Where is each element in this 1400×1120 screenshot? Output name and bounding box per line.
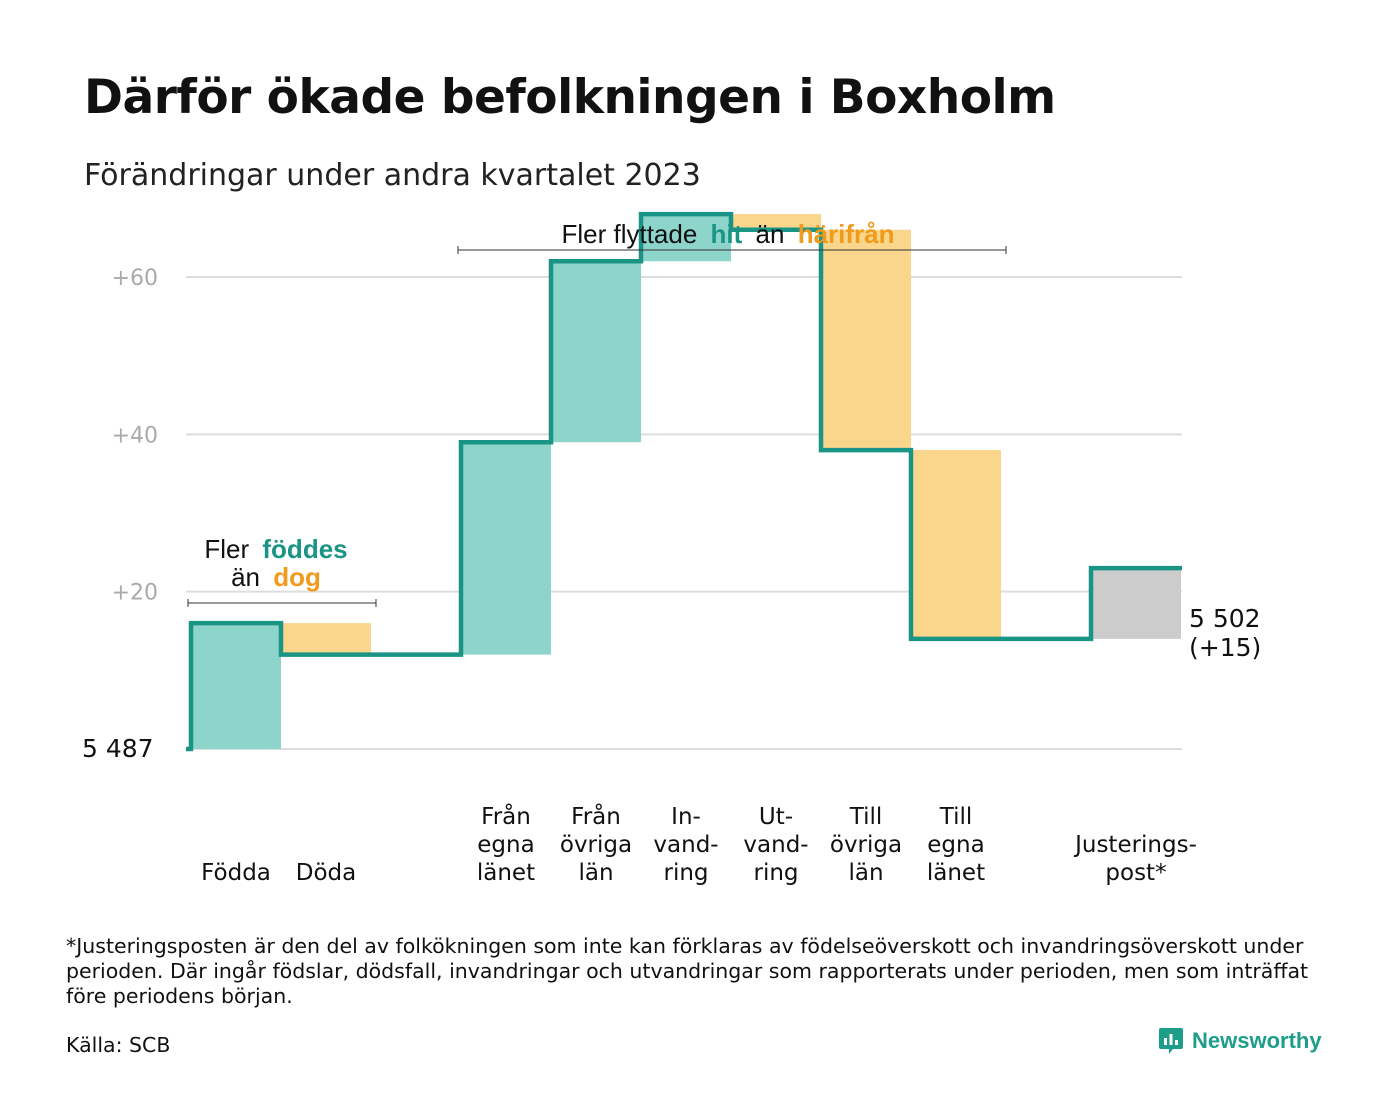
y-tick-label: +40	[112, 423, 158, 448]
newsworthy-logo-icon	[1159, 1028, 1183, 1054]
y-tick-label: +20	[112, 581, 158, 606]
category-label: Döda	[296, 860, 356, 886]
category-label: In-	[671, 804, 701, 830]
end-value-label: 5 502	[1189, 604, 1261, 633]
category-label: Till	[849, 804, 883, 830]
annotation-died-pre: än	[231, 562, 260, 592]
annotation-moved-away: härifrån	[798, 219, 895, 249]
category-label: Till	[939, 804, 973, 830]
annotation-migration: Fler flyttade hit än härifrån	[457, 219, 1007, 254]
annotation-moved-hit: hit	[711, 219, 743, 249]
start-value-label: 5 487	[82, 734, 154, 763]
category-label: länet	[477, 860, 535, 886]
category-label: Från	[481, 802, 531, 830]
category-label: län	[848, 860, 883, 886]
footnote: *Justeringsposten är den del av folkökni…	[66, 934, 1309, 1008]
category-label: egna	[477, 832, 534, 858]
bar-inflow	[641, 214, 731, 262]
category-label: övriga	[560, 832, 632, 858]
annotation-died-hl: dog	[273, 562, 321, 592]
brand-logo: Newsworthy	[1158, 1026, 1322, 1056]
bar-outflow	[731, 214, 821, 230]
category-label: Från	[571, 802, 621, 830]
gridlines: +20 +40 +60	[112, 266, 1182, 750]
category-label: Justerings-	[1073, 832, 1197, 858]
bar-inflow	[191, 623, 281, 749]
svg-text:Fler föddes: Fler föddes	[204, 534, 347, 564]
source-label: Källa: SCB	[66, 1033, 171, 1057]
running-total-line-group	[186, 211, 1182, 752]
svg-text:än dog: än dog	[231, 562, 321, 592]
category-label: post*	[1105, 860, 1166, 886]
category-label: länet	[927, 860, 985, 886]
bar-outflow	[281, 623, 371, 655]
bars	[191, 214, 1181, 749]
category-label: Födda	[201, 860, 271, 886]
annotation-moved-pre: Fler flyttade	[561, 219, 697, 249]
category-label: ring	[753, 860, 798, 886]
waterfall-chart: +20+40+60 Födda DödaFrånegnalänetFrånövri…	[82, 211, 1261, 886]
chart-title: Därför ökade befolkningen i Boxholm	[84, 70, 1056, 125]
category-label: vand-	[653, 832, 718, 858]
annotation-born-hl: föddes	[262, 534, 347, 564]
category-label: övriga	[830, 832, 902, 858]
bar-outflow	[821, 229, 911, 451]
running-total-line	[186, 211, 1182, 752]
y-tick-label: +60	[112, 266, 158, 291]
bar-adjustment	[1091, 568, 1181, 639]
annotation-moved-mid: än	[756, 219, 785, 249]
annotation-births-deaths: Fler föddes än dog	[187, 534, 377, 607]
svg-text:Fler flyttade hit: Fler flyttade hit än härifrån	[561, 219, 894, 249]
category-label: vand-	[743, 832, 808, 858]
brand-name: Newsworthy	[1192, 1028, 1322, 1053]
bar-outflow	[911, 450, 1001, 639]
end-change-label: (+15)	[1189, 633, 1261, 662]
category-label: egna	[927, 832, 984, 858]
annotation-born-pre: Fler	[204, 534, 249, 564]
category-labels: Födda DödaFrånegnalänetFrånövrigalänIn-va…	[201, 802, 1197, 886]
category-label: län	[578, 860, 613, 886]
category-label: ring	[663, 860, 708, 886]
bar-inflow	[461, 442, 551, 655]
category-label: Ut-	[759, 804, 793, 830]
bar-inflow	[551, 261, 641, 443]
chart-subtitle: Förändringar under andra kvartalet 2023	[84, 158, 701, 193]
